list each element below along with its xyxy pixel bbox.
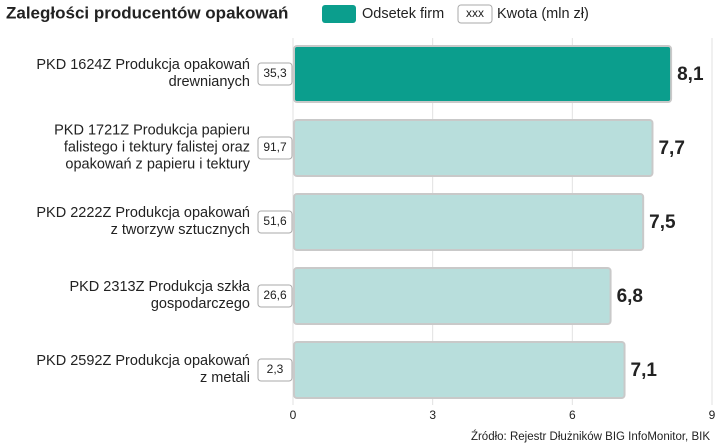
amount-box	[257, 136, 293, 160]
legend-label: Kwota (mln zł)	[497, 6, 589, 22]
amount-label: 2,3	[267, 362, 284, 376]
legend-box	[457, 4, 493, 24]
bar	[293, 193, 645, 251]
bar	[293, 341, 626, 399]
legend-swatch	[322, 5, 356, 23]
bar	[293, 119, 654, 177]
amount-label: 26,6	[263, 288, 287, 302]
x-tick-label: 6	[569, 408, 576, 422]
category-label: PKD 1624Z Produkcja opakowań drewnianych	[36, 57, 250, 90]
amount-box	[257, 62, 293, 86]
amount-box	[257, 358, 293, 382]
category-label: PKD 2592Z Produkcja opakowań z metali	[36, 353, 250, 386]
amount-label: 91,7	[263, 140, 287, 154]
amount-label: 51,6	[263, 214, 287, 228]
legend-sample: xxx	[466, 6, 484, 20]
bar	[293, 267, 612, 325]
value-label: 7,1	[631, 360, 658, 381]
value-label: 8,1	[677, 64, 704, 85]
category-label: PKD 2222Z Produkcja opakowań z tworzyw s…	[36, 205, 250, 238]
category-label: PKD 2313Z Produkcja szkła gospodarczego	[69, 279, 250, 312]
x-tick-label: 9	[709, 408, 716, 422]
category-label: PKD 1721Z Produkcja papieru falistego i …	[54, 122, 250, 173]
value-label: 7,5	[649, 212, 676, 233]
value-label: 6,8	[617, 286, 643, 307]
chart-title: Zaległości producentów opakowań	[6, 3, 288, 22]
amount-label: 35,3	[263, 66, 287, 80]
amount-box	[257, 210, 293, 234]
bar	[293, 45, 673, 103]
legend-label: Odsetek firm	[362, 6, 444, 22]
x-tick-label: 0	[290, 408, 297, 422]
source: Źródło: Rejestr Dłużników BIG InfoMonito…	[471, 430, 710, 443]
amount-box	[257, 284, 293, 308]
value-label: 7,7	[658, 138, 684, 159]
x-tick-label: 3	[429, 408, 436, 422]
